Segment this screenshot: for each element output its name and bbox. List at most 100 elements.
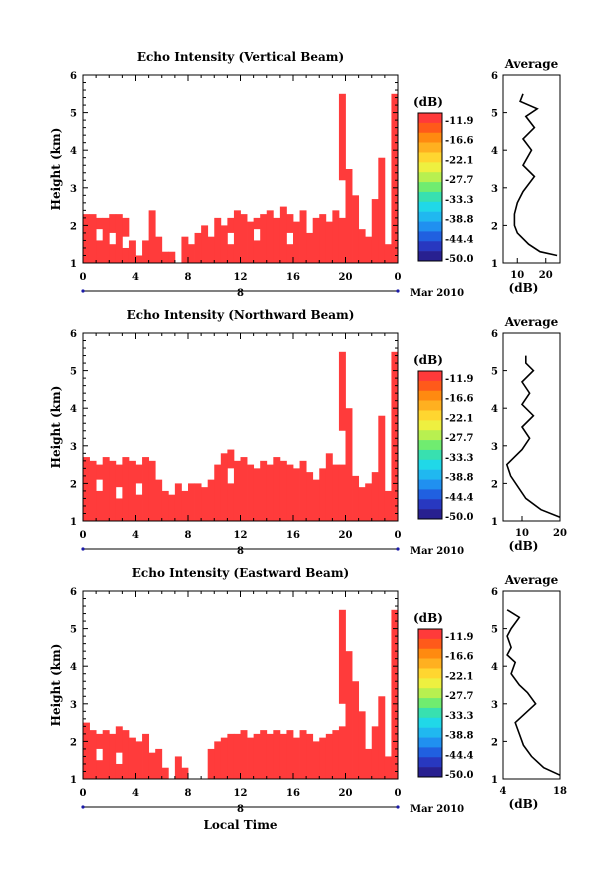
average-y-tick-label: 2 bbox=[491, 221, 498, 232]
colorbar-segment bbox=[418, 113, 442, 124]
panel-0: Echo Intensity (Vertical Beam)123456Heig… bbox=[49, 50, 561, 299]
echo-cell bbox=[128, 460, 136, 521]
day-label: 8 bbox=[237, 288, 244, 299]
y-tick-label: 2 bbox=[70, 479, 77, 490]
average-y-tick-label: 6 bbox=[491, 587, 498, 598]
echo-cell bbox=[338, 351, 346, 431]
echo-cell bbox=[312, 217, 320, 263]
colorbar-segment bbox=[418, 737, 442, 748]
echo-cell bbox=[378, 415, 386, 521]
echo-cell bbox=[365, 236, 373, 263]
echo-cell bbox=[266, 733, 274, 779]
average-x-tick-label: 20 bbox=[553, 528, 567, 539]
echo-cell bbox=[371, 472, 379, 521]
echo-cell bbox=[207, 236, 215, 263]
colorbar-segment bbox=[418, 371, 442, 382]
average-y-tick-label: 1 bbox=[491, 259, 498, 270]
average-y-tick-label: 6 bbox=[491, 329, 498, 340]
colorbar-label: -16.6 bbox=[445, 394, 474, 405]
colorbar-segment bbox=[418, 638, 442, 650]
echo-cell bbox=[391, 93, 399, 263]
colorbar-unit: (dB) bbox=[413, 353, 443, 367]
colorbar-segment bbox=[418, 430, 442, 441]
colorbar-label: -44.4 bbox=[445, 234, 474, 245]
average-x-label: (dB) bbox=[509, 539, 539, 553]
echo-cell bbox=[155, 748, 163, 779]
average-frame bbox=[502, 74, 561, 264]
y-tick-label: 1 bbox=[70, 517, 77, 528]
colorbar-segment bbox=[418, 221, 442, 232]
echo-cell bbox=[312, 479, 320, 521]
echo-cell bbox=[122, 457, 130, 521]
echo-cell bbox=[240, 457, 248, 521]
echo-cell bbox=[220, 737, 228, 779]
y-tick-label: 1 bbox=[70, 259, 77, 270]
echo-cell bbox=[260, 214, 268, 263]
echo-cell bbox=[214, 464, 222, 521]
echo-cell bbox=[286, 730, 294, 779]
x-tick-label: 0 bbox=[80, 530, 87, 541]
echo-cell bbox=[299, 460, 307, 521]
echo-cell bbox=[345, 408, 353, 521]
colorbar-segment bbox=[418, 241, 442, 252]
echo-cell bbox=[338, 464, 346, 521]
average-x-label: (dB) bbox=[509, 797, 539, 811]
echo-cell bbox=[96, 733, 104, 749]
x-tick-label: 20 bbox=[339, 530, 353, 541]
x-tick-label: 20 bbox=[339, 788, 353, 799]
echo-cell bbox=[122, 730, 130, 779]
echo-cell bbox=[227, 449, 235, 469]
average-y-tick-label: 5 bbox=[491, 625, 498, 636]
echo-cell bbox=[352, 681, 360, 779]
echo-cell bbox=[194, 483, 202, 521]
x-tick-label: 16 bbox=[286, 272, 300, 283]
average-x-tick-label: 18 bbox=[553, 786, 567, 797]
colorbar-segment bbox=[418, 757, 442, 768]
colorbar-frame bbox=[417, 112, 443, 262]
average-y-tick-label: 3 bbox=[491, 700, 498, 711]
average-x-label: (dB) bbox=[509, 281, 539, 295]
echo-cell bbox=[115, 763, 123, 779]
echo-cell bbox=[220, 453, 228, 521]
echo-cell bbox=[260, 460, 268, 521]
average-frame bbox=[502, 590, 561, 780]
average-y-tick-label: 1 bbox=[491, 775, 498, 786]
echo-cell bbox=[161, 251, 169, 263]
echo-cell bbox=[96, 760, 104, 779]
echo-cell bbox=[293, 468, 300, 521]
x-tick-label: 4 bbox=[132, 530, 139, 541]
echo-cell bbox=[96, 464, 104, 480]
echo-cell bbox=[306, 733, 314, 779]
echo-cell bbox=[279, 733, 287, 779]
echo-cell bbox=[102, 457, 110, 521]
colorbar-segment bbox=[418, 122, 442, 134]
echo-cell bbox=[83, 214, 90, 263]
echo-cell bbox=[273, 730, 281, 779]
echo-cell bbox=[115, 464, 123, 488]
echo-cell bbox=[233, 460, 241, 521]
x-tick-label: 16 bbox=[286, 788, 300, 799]
panel-1: Echo Intensity (Northward Beam)123456Hei… bbox=[49, 308, 567, 557]
echo-cell bbox=[102, 217, 110, 263]
colorbar-segment bbox=[418, 251, 442, 262]
echo-cell bbox=[83, 457, 90, 521]
y-tick-label: 5 bbox=[70, 625, 77, 636]
colorbar-label: -27.7 bbox=[445, 175, 474, 186]
colorbar-label: -16.6 bbox=[445, 652, 474, 663]
x-tick-label: 16 bbox=[286, 530, 300, 541]
echo-cell bbox=[207, 479, 215, 521]
echo-cell bbox=[148, 460, 156, 521]
echo-cell bbox=[115, 498, 123, 521]
echo-cell bbox=[227, 483, 235, 521]
colorbar-segment bbox=[418, 717, 442, 728]
x-tick-label: 8 bbox=[185, 272, 192, 283]
y-axis-label: Height (km) bbox=[49, 386, 63, 469]
y-tick-label: 4 bbox=[70, 662, 77, 673]
colorbar-unit: (dB) bbox=[413, 611, 443, 625]
echo-cell bbox=[122, 247, 130, 263]
colorbar-segment bbox=[418, 172, 442, 183]
echo-cell bbox=[358, 487, 366, 521]
echo-cell bbox=[227, 733, 235, 779]
echo-cell bbox=[109, 214, 117, 233]
colorbar-label: -16.6 bbox=[445, 136, 474, 147]
